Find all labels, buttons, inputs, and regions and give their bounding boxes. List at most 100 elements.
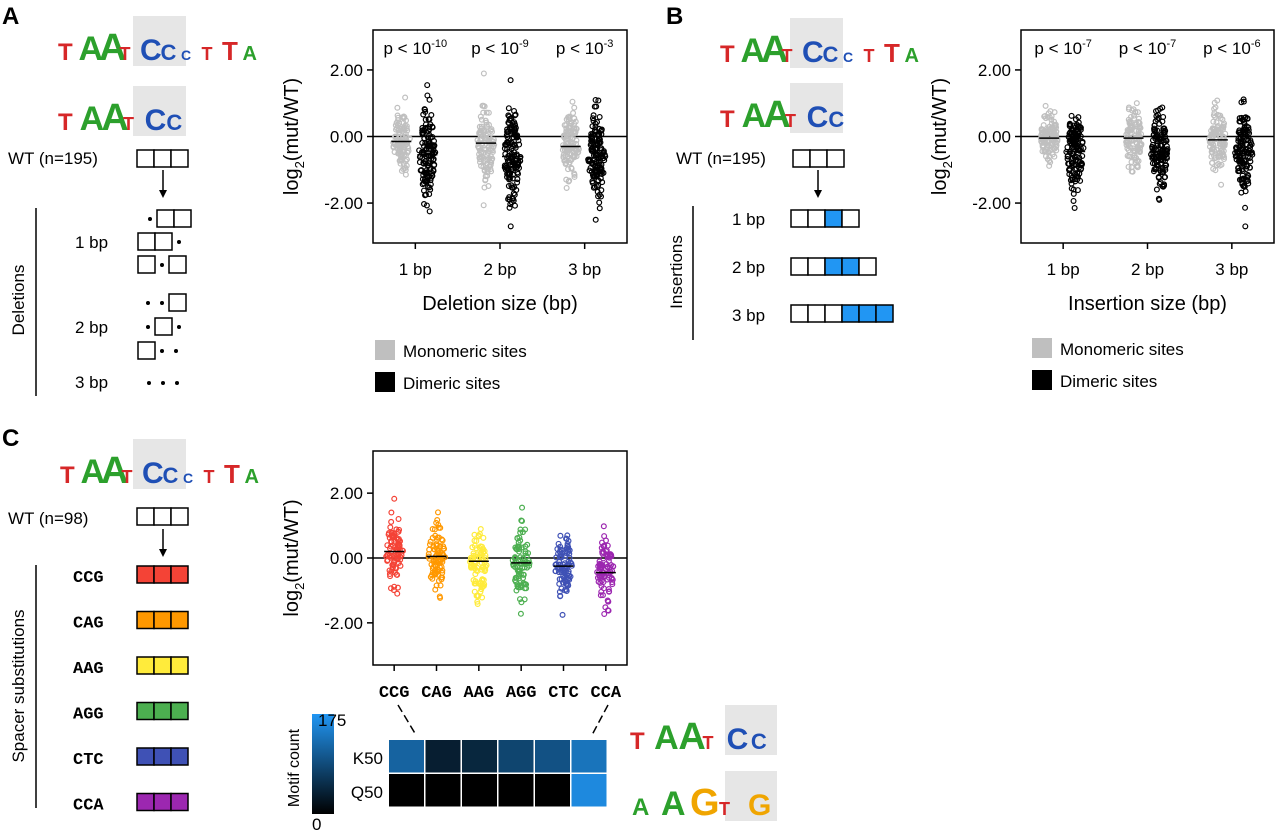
p-value-label: p < 10-10 — [384, 38, 448, 58]
motif-letter: C — [843, 49, 853, 65]
data-point — [1161, 174, 1168, 181]
data-point — [436, 558, 443, 565]
data-point — [556, 588, 563, 595]
data-point — [610, 563, 617, 570]
data-point — [1244, 136, 1251, 143]
data-point — [437, 594, 444, 601]
data-point — [1211, 105, 1218, 112]
data-point — [419, 130, 426, 137]
data-point — [488, 146, 495, 153]
data-point — [1220, 154, 1227, 161]
deleted-base-dot — [174, 349, 178, 353]
base-box — [824, 209, 843, 228]
data-point — [555, 540, 562, 547]
legend-label: Monomeric sites — [1060, 340, 1184, 359]
data-point — [1209, 159, 1216, 166]
data-point — [428, 112, 435, 119]
y-axis-label: log2(mut/WT) — [281, 499, 307, 616]
substitution-box — [136, 792, 155, 812]
data-point — [1155, 174, 1162, 181]
heatmap-row-label: Q50 — [351, 783, 383, 802]
data-point — [559, 611, 566, 618]
data-point — [474, 601, 481, 608]
y-tick-label: -2.00 — [324, 194, 363, 213]
data-point — [1128, 168, 1135, 175]
data-point — [567, 157, 574, 164]
data-point — [514, 543, 521, 550]
data-point — [394, 104, 401, 111]
heatmap-cell — [389, 774, 424, 807]
base-box — [173, 209, 192, 228]
data-point — [425, 116, 432, 123]
data-point — [384, 552, 391, 559]
data-point — [1237, 153, 1244, 160]
data-point — [605, 598, 612, 605]
data-point — [596, 205, 603, 212]
motif-letter: C — [142, 457, 164, 490]
data-point — [1075, 119, 1082, 126]
data-point — [1151, 125, 1158, 132]
data-point — [1245, 173, 1252, 180]
data-point — [1154, 140, 1161, 147]
data-point — [523, 553, 530, 560]
base-box — [858, 257, 877, 276]
motif-letter: T — [60, 462, 75, 489]
heatmap-cell — [571, 774, 607, 807]
data-point — [1160, 157, 1167, 164]
base-box — [807, 257, 826, 276]
motif-letter: A — [101, 450, 128, 492]
data-point — [605, 607, 612, 614]
motif-letter: A — [742, 97, 767, 135]
data-point — [439, 537, 446, 544]
legend-swatch-icon — [1032, 370, 1052, 390]
data-point — [439, 559, 446, 566]
motif-letter: C — [166, 110, 182, 135]
data-point — [592, 123, 599, 130]
data-point — [506, 175, 513, 182]
motif-letter: T — [719, 799, 730, 819]
data-point — [1051, 118, 1058, 125]
motif-letter: C — [727, 723, 749, 756]
data-point — [1211, 99, 1218, 106]
data-point — [1135, 158, 1142, 165]
base-box — [170, 149, 189, 168]
data-point — [397, 125, 404, 132]
data-point — [482, 552, 489, 559]
substitution-box — [153, 792, 172, 812]
data-point — [435, 534, 442, 541]
motif-letter: C — [140, 34, 162, 67]
row-label: 1 bp — [75, 233, 108, 252]
data-point — [480, 109, 487, 116]
data-point — [514, 179, 521, 186]
legend-swatch-icon — [1032, 338, 1052, 358]
data-point — [416, 159, 423, 166]
data-point — [429, 526, 436, 533]
data-point — [593, 159, 600, 166]
x-tick-label: CTC — [548, 684, 579, 703]
deleted-base-dot — [160, 263, 164, 267]
data-point — [1079, 152, 1086, 159]
y-tick-label: 2.00 — [330, 484, 363, 503]
data-point — [1135, 131, 1142, 138]
motif-logo-icon: T AAT CC C T T A — [60, 450, 259, 492]
base-box — [824, 257, 843, 276]
data-point — [557, 592, 564, 599]
x-tick-label: AGG — [506, 684, 537, 703]
base-box — [168, 255, 187, 274]
data-point — [1072, 127, 1079, 134]
data-point — [1156, 180, 1163, 187]
data-point — [604, 542, 611, 549]
substitution-label: CTC — [73, 751, 104, 770]
data-point — [1151, 160, 1158, 167]
data-point — [599, 548, 606, 555]
substitution-box — [136, 701, 155, 721]
data-point — [598, 574, 605, 581]
data-point — [491, 141, 498, 148]
data-point — [1128, 158, 1135, 165]
group-label: Spacer substitutions — [9, 609, 28, 762]
motif-letter: C — [823, 42, 839, 67]
y-axis-label: log2(mut/WT) — [929, 78, 955, 195]
x-tick-label: CCG — [379, 684, 410, 703]
motif-letter: A — [79, 30, 104, 68]
